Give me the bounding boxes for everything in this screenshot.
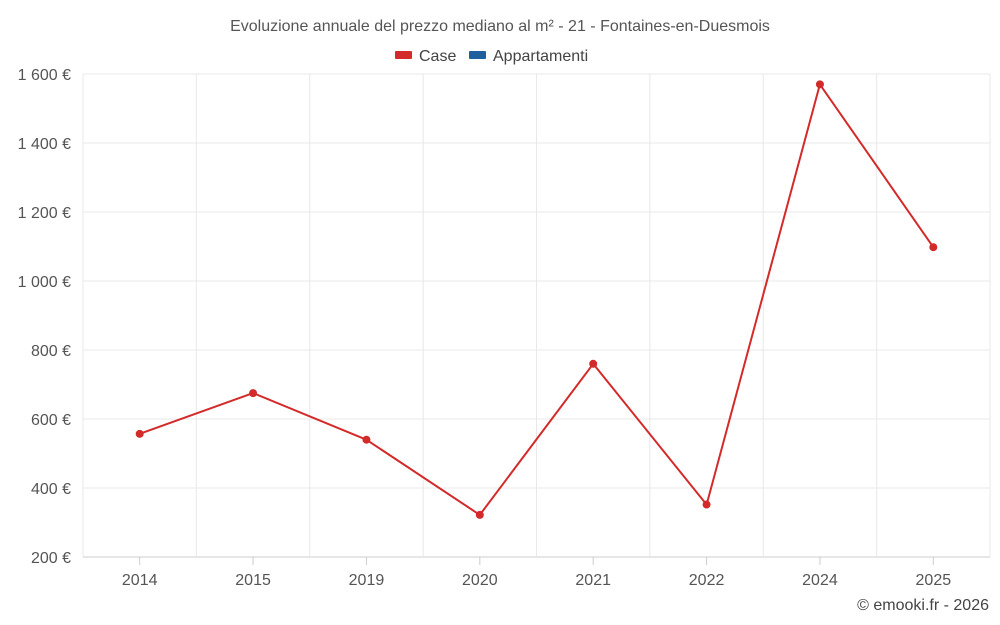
series-case xyxy=(135,80,938,519)
legend-label-appartamenti: Appartamenti xyxy=(493,48,588,65)
y-tick-label: 400 € xyxy=(31,481,71,498)
legend-item-appartamenti[interactable]: Appartamenti xyxy=(469,48,588,65)
credit-text[interactable]: © emooki.fr - 2026 xyxy=(857,597,989,614)
y-tick-label: 1 000 € xyxy=(18,274,71,291)
x-tick-label: 2022 xyxy=(689,572,725,589)
y-tick-label: 800 € xyxy=(31,343,71,360)
data-point-case[interactable] xyxy=(475,510,484,519)
y-axis-ticks: 200 € 400 € 600 € 800 € 1 000 € 1 200 € 1 400 … xyxy=(18,67,71,567)
legend-swatch-case xyxy=(395,51,412,59)
x-tick-label: 2020 xyxy=(462,572,498,589)
legend-swatch-appartamenti xyxy=(469,51,486,59)
x-tick-label: 2025 xyxy=(916,572,952,589)
legend: Case Appartamenti xyxy=(395,48,588,65)
data-point-case[interactable] xyxy=(249,389,258,398)
series-line-case xyxy=(139,83,935,516)
data-point-case[interactable] xyxy=(815,80,824,89)
y-tick-label: 600 € xyxy=(31,412,71,429)
y-tick-label: 1 600 € xyxy=(18,67,71,84)
data-point-case[interactable] xyxy=(702,500,711,509)
x-tick-label: 2015 xyxy=(235,572,271,589)
y-tick-label: 1 200 € xyxy=(18,205,71,222)
data-point-case[interactable] xyxy=(135,429,144,438)
chart-title: Evoluzione annuale del prezzo mediano al… xyxy=(230,18,770,35)
x-tick-label: 2024 xyxy=(802,572,838,589)
data-point-case[interactable] xyxy=(589,359,598,368)
data-point-case[interactable] xyxy=(362,435,371,444)
x-tick-label: 2021 xyxy=(575,572,611,589)
data-point-case[interactable] xyxy=(929,243,938,252)
x-axis-ticks: 2014 2015 2019 2020 2021 2022 2024 2025 xyxy=(122,557,951,589)
grid xyxy=(82,73,991,558)
y-tick-label: 1 400 € xyxy=(18,136,71,153)
x-tick-label: 2019 xyxy=(349,572,385,589)
legend-item-case[interactable]: Case xyxy=(395,48,456,65)
x-tick-label: 2014 xyxy=(122,572,158,589)
y-tick-label: 200 € xyxy=(31,550,71,567)
legend-label-case: Case xyxy=(419,48,456,65)
